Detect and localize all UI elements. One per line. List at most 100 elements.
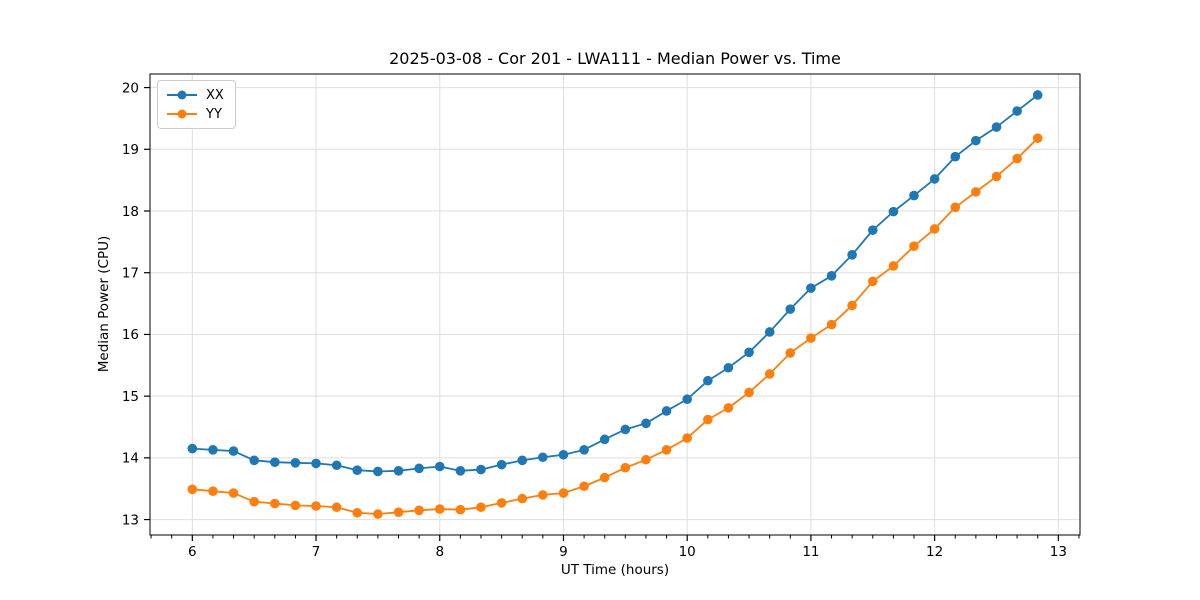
series-xx-marker [847, 250, 857, 260]
series-yy-marker [744, 387, 754, 398]
series-yy-marker [228, 488, 239, 498]
legend-item-yy: YY [167, 106, 224, 122]
series-yy-marker [290, 500, 301, 511]
series-yy-marker [888, 261, 899, 271]
x-tick-label: 10 [679, 544, 696, 560]
legend-marker-icon [177, 90, 187, 100]
series-xx-marker [888, 206, 899, 217]
legend-item-label: XX [206, 87, 224, 103]
series-xx-marker [517, 455, 528, 466]
series-xx-marker [373, 466, 383, 477]
y-tick-label: 17 [122, 266, 139, 282]
y-axis-label: Median Power (CPU) [96, 235, 112, 373]
series-xx-marker [228, 446, 239, 456]
y-tick-label: 16 [122, 327, 139, 343]
series-xx-marker [558, 449, 569, 460]
x-tick-label: 11 [802, 544, 819, 560]
legend: XX YY [157, 80, 236, 129]
series-xx-marker [187, 443, 198, 454]
series-yy-marker [682, 433, 692, 443]
series-yy-marker [517, 493, 528, 504]
series-yy-marker [661, 445, 672, 455]
series-yy-marker [620, 462, 631, 473]
series-xx-marker [744, 347, 754, 358]
y-tick-label: 20 [122, 80, 139, 96]
x-tick-label: 7 [312, 544, 321, 560]
series-yy-marker [950, 202, 961, 213]
series-xx-marker [703, 375, 713, 386]
series-yy-marker [187, 484, 198, 495]
series-xx-marker [434, 461, 445, 472]
series-xx-marker [538, 452, 548, 463]
series-yy-marker [1012, 153, 1022, 164]
series-xx-marker [641, 418, 651, 429]
series-xx-marker [1032, 90, 1043, 100]
series-yy-marker [909, 241, 919, 251]
series-xx-marker [661, 406, 672, 416]
series-yy-marker [352, 507, 363, 518]
series-yy-marker [455, 504, 466, 515]
series-xx-marker [929, 174, 940, 184]
series-xx-marker [393, 466, 404, 476]
series-yy-marker [971, 187, 981, 197]
series-yy-marker [434, 504, 445, 514]
series-yy-marker [785, 348, 796, 358]
series-yy-marker [373, 509, 383, 519]
series-yy-marker [806, 333, 816, 343]
series-yy-marker [208, 486, 218, 496]
legend-sample-yy [167, 109, 197, 120]
series-yy-marker [764, 369, 775, 379]
series-yy-marker [538, 490, 548, 500]
legend-sample-xx [167, 90, 197, 101]
series-xx-line [191, 94, 1039, 473]
series-xx-marker [826, 271, 837, 281]
series-xx-marker [455, 466, 466, 476]
series-xx-marker [867, 225, 878, 235]
y-tick-label: 19 [122, 142, 139, 158]
series-yy-marker [599, 472, 610, 483]
series-yy-marker [641, 454, 651, 465]
series-xx-marker [208, 445, 218, 455]
series-yy-marker [579, 481, 589, 492]
x-axis-label: UT Time (hours) [560, 562, 670, 578]
legend-marker-icon [177, 109, 187, 119]
series-xx-marker [991, 122, 1002, 132]
series-xx-marker [290, 458, 301, 468]
series-yy-marker [826, 319, 837, 330]
legend-item-xx: XX [167, 87, 224, 103]
series-xx-marker [764, 327, 775, 337]
series-xx-marker [496, 459, 507, 470]
series-xx-marker [352, 465, 363, 476]
series-yy-marker [270, 498, 280, 509]
x-tick-label: 6 [188, 544, 197, 560]
x-tick-label: 8 [435, 544, 444, 560]
series-xx-marker [806, 283, 816, 293]
series-yy-marker [558, 488, 569, 498]
series-yy-marker [929, 224, 940, 234]
series-xx-marker [270, 457, 280, 467]
series-yy-marker [703, 414, 713, 425]
series-xx-marker [909, 190, 919, 201]
y-tick-label: 15 [122, 389, 139, 405]
series-xx-marker [414, 463, 424, 474]
series-xx-marker [723, 362, 734, 373]
x-tick-label: 9 [559, 544, 568, 560]
x-tick-label: 13 [1050, 544, 1067, 560]
series-yy-marker [249, 496, 259, 507]
chart-title: 2025-03-08 - Cor 201 - LWA111 - Median P… [389, 49, 841, 68]
series-yy-marker [393, 507, 404, 517]
series-xx-marker [682, 394, 692, 405]
series-xx-marker [950, 151, 961, 162]
y-tick-label: 14 [122, 451, 139, 467]
series-yy-marker [414, 505, 424, 516]
series-xx-marker [1012, 106, 1022, 116]
series-yy-marker [1032, 133, 1043, 143]
series-yy-marker [723, 403, 734, 413]
series-xx-marker [476, 464, 486, 475]
series-yy-marker [496, 498, 507, 508]
series-xx-marker [599, 434, 610, 445]
series-xx-marker [971, 135, 981, 146]
y-tick-label: 13 [122, 512, 139, 528]
